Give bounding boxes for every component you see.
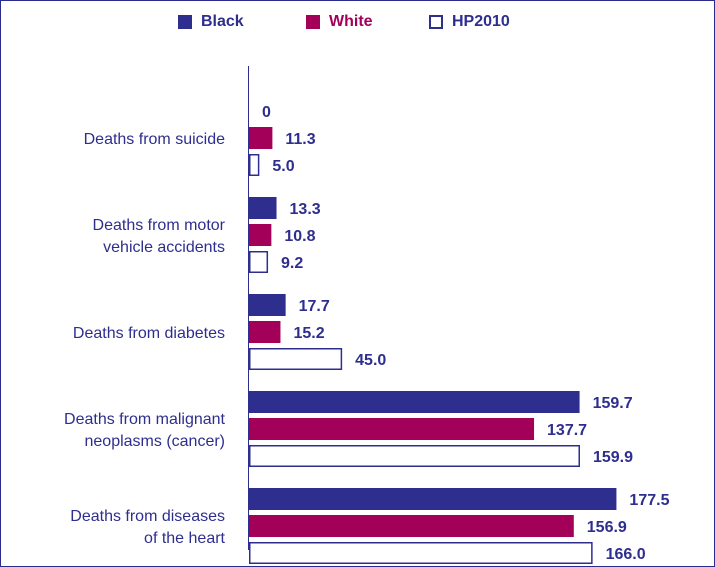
value-label: 9.2 xyxy=(281,255,303,272)
bar-black-1 xyxy=(249,197,277,219)
legend-swatch-white xyxy=(306,15,320,29)
bar-white-0 xyxy=(249,127,273,149)
category-label: Deaths from motor xyxy=(93,217,226,234)
category-label: neoplasms (cancer) xyxy=(85,433,226,450)
bar-black-4 xyxy=(249,488,617,510)
bar-black-2 xyxy=(249,294,286,316)
bar-hp2010-2 xyxy=(249,348,343,370)
value-label: 13.3 xyxy=(290,201,321,218)
legend-item-black: Black xyxy=(178,13,244,31)
value-label: 17.7 xyxy=(299,298,330,315)
value-label: 5.0 xyxy=(272,158,294,175)
legend-swatch-black xyxy=(178,15,192,29)
category-label: Deaths from diabetes xyxy=(73,325,225,342)
legend: Black White HP2010 xyxy=(0,13,715,37)
value-label: 15.2 xyxy=(293,325,324,342)
category-label: vehicle accidents xyxy=(103,239,225,256)
legend-label-white: White xyxy=(329,13,373,30)
legend-item-hp2010: HP2010 xyxy=(429,13,510,31)
bar-black-3 xyxy=(249,391,580,413)
bar-hp2010-1 xyxy=(249,251,269,273)
value-label: 159.9 xyxy=(593,449,633,466)
value-label: 156.9 xyxy=(587,519,627,536)
legend-label-black: Black xyxy=(201,13,244,30)
category-label: Deaths from diseases xyxy=(70,508,225,525)
bar-hp2010-3 xyxy=(249,445,580,467)
legend-swatch-hp2010 xyxy=(429,15,443,29)
category-label: Deaths from suicide xyxy=(84,131,225,148)
value-label: 45.0 xyxy=(355,352,386,369)
bar-white-4 xyxy=(249,515,574,537)
value-label: 11.3 xyxy=(285,131,315,148)
bar-white-2 xyxy=(249,321,281,343)
value-label: 166.0 xyxy=(606,546,646,563)
legend-item-white: White xyxy=(306,13,373,31)
bar-hp2010-0 xyxy=(249,154,260,176)
bar-hp2010-4 xyxy=(249,542,593,564)
bar-white-3 xyxy=(249,418,535,440)
bar-white-1 xyxy=(249,224,272,246)
category-label: Deaths from malignant xyxy=(64,411,226,428)
value-label: 0 xyxy=(262,104,271,121)
value-label: 177.5 xyxy=(629,492,669,509)
value-label: 159.7 xyxy=(593,395,633,412)
value-label: 10.8 xyxy=(284,228,315,245)
legend-label-hp2010: HP2010 xyxy=(452,13,510,30)
category-label: of the heart xyxy=(144,530,226,547)
value-label: 137.7 xyxy=(547,422,587,439)
